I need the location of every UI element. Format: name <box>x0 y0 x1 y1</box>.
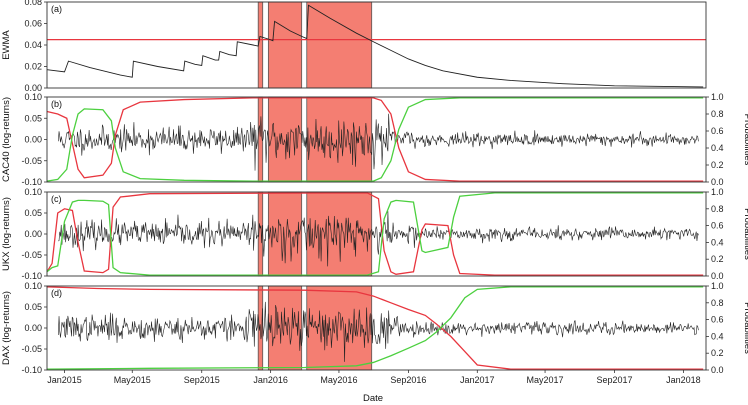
x-tick-label: May2017 <box>527 375 564 385</box>
shaded-period-2 <box>267 285 303 371</box>
left-tick-label: 0.05 <box>24 302 42 312</box>
left-tick-label: 0.00 <box>24 229 42 239</box>
probability-green-line <box>46 192 704 276</box>
left-tick-label: 0.10 <box>24 92 42 102</box>
right-tick-label: 0.6 <box>711 221 724 231</box>
log-returns-line <box>58 211 699 267</box>
x-tick-label: Jan2016 <box>253 375 288 385</box>
left-tick-label: -0.05 <box>21 156 42 166</box>
x-tick-label: Jan2018 <box>666 375 701 385</box>
x-tick-label: Jan2017 <box>460 375 495 385</box>
shaded-period-3 <box>306 1 373 89</box>
left-axis-label: EWMA <box>1 30 12 60</box>
left-tick-label: 0.00 <box>24 323 42 333</box>
right-axis-label: Probabilities <box>742 208 748 260</box>
panel-c: 0.0 0.2 0.4 0.6 0.8 1.0 Probabilities -0.10 -0.0… <box>1 187 748 281</box>
x-tick-label: May2016 <box>320 375 357 385</box>
left-tick-label: 0.00 <box>24 135 42 145</box>
right-tick-label: 0.4 <box>711 237 724 247</box>
right-tick-label: 0.2 <box>711 254 724 264</box>
left-tick-label: 0.00 <box>24 83 42 93</box>
right-tick-label: 1.0 <box>711 281 724 291</box>
right-tick-label: 0.2 <box>711 160 724 170</box>
left-tick-label: 0.06 <box>24 19 42 29</box>
left-tick-label: 0.10 <box>24 187 42 197</box>
probability-red-line <box>46 192 704 276</box>
left-tick-label: -0.05 <box>21 344 42 354</box>
x-tick-label: May2015 <box>114 375 151 385</box>
shaded-period-3 <box>306 285 373 371</box>
probability-green-line <box>46 286 704 370</box>
left-tick-label: 0.08 <box>24 0 42 7</box>
right-tick-label: 1.0 <box>711 92 724 102</box>
right-axis-label: Probabilities <box>742 114 748 166</box>
left-tick-label: 0.10 <box>24 281 42 291</box>
panel-d: 0.0 0.2 0.4 0.6 0.8 1.0 Probabilities -0.10 -0.0… <box>1 281 748 375</box>
right-tick-label: 0.8 <box>711 204 724 214</box>
log-returns-line <box>57 301 699 362</box>
probability-red-line <box>46 286 704 370</box>
panel-tag: (a) <box>51 4 62 14</box>
right-tick-label: 1.0 <box>711 187 724 197</box>
left-axis-label: DAX (log-returns) <box>1 291 12 365</box>
left-tick-label: -0.05 <box>21 250 42 260</box>
left-tick-label: 0.04 <box>24 40 42 50</box>
left-axis-label: UKX (log-returns) <box>1 197 12 271</box>
left-tick-label: -0.10 <box>21 271 42 281</box>
right-tick-label: 0.8 <box>711 109 724 119</box>
right-tick-label: 0.4 <box>711 331 724 341</box>
x-tick-label: Sep2017 <box>596 375 632 385</box>
left-tick-label: 0.05 <box>24 113 42 123</box>
right-tick-label: 0.0 <box>711 271 724 281</box>
shaded-period-1 <box>257 1 264 89</box>
shared-x-axis: Jan2015 May2015 Sep2015 Jan2016 May2016 Sep20… <box>47 370 701 385</box>
right-tick-label: 0.4 <box>711 143 724 153</box>
log-returns-line <box>57 113 699 171</box>
panels-layer: 0.000.020.040.060.08EWMA(a)0.00.20.40.60… <box>1 0 748 375</box>
panel-tag: (d) <box>51 288 62 298</box>
right-tick-label: 0.2 <box>711 348 724 358</box>
x-tick-label: Sep2016 <box>390 375 426 385</box>
right-tick-label: 0.6 <box>711 315 724 325</box>
panel-a: 0.00 0.02 0.04 0.06 0.08 EWMA (a) <box>1 0 707 93</box>
right-axis-label: Probabilities <box>742 302 748 354</box>
shaded-period-2 <box>267 1 303 89</box>
left-tick-label: -0.10 <box>21 365 42 375</box>
probability-green-line <box>46 97 704 182</box>
left-tick-label: 0.02 <box>24 62 42 72</box>
shaded-period-2 <box>267 191 303 277</box>
left-tick-label: -0.10 <box>21 177 42 187</box>
right-tick-label: 0.0 <box>711 177 724 187</box>
panel-frame <box>46 1 707 89</box>
shaded-period-2 <box>267 96 303 183</box>
panel-frame <box>46 285 707 371</box>
right-tick-label: 0.0 <box>711 365 724 375</box>
probability-red-line <box>46 97 704 182</box>
ewma-series-line <box>46 4 704 88</box>
panel-b: 0.0 0.2 0.4 0.6 0.8 1.0 Probabilities -0.10 -0.0… <box>1 92 748 187</box>
panel-tag: (b) <box>51 99 62 109</box>
right-tick-label: 0.6 <box>711 126 724 136</box>
left-axis-label: CAC40 (log-returns) <box>1 97 12 182</box>
x-tick-label: Sep2015 <box>184 375 220 385</box>
panel-frame <box>46 191 707 277</box>
left-tick-label: 0.05 <box>24 208 42 218</box>
right-tick-label: 0.8 <box>711 298 724 308</box>
x-axis-label: Date <box>363 393 383 404</box>
x-tick-label: Jan2015 <box>47 375 82 385</box>
panel-tag: (c) <box>51 194 62 204</box>
